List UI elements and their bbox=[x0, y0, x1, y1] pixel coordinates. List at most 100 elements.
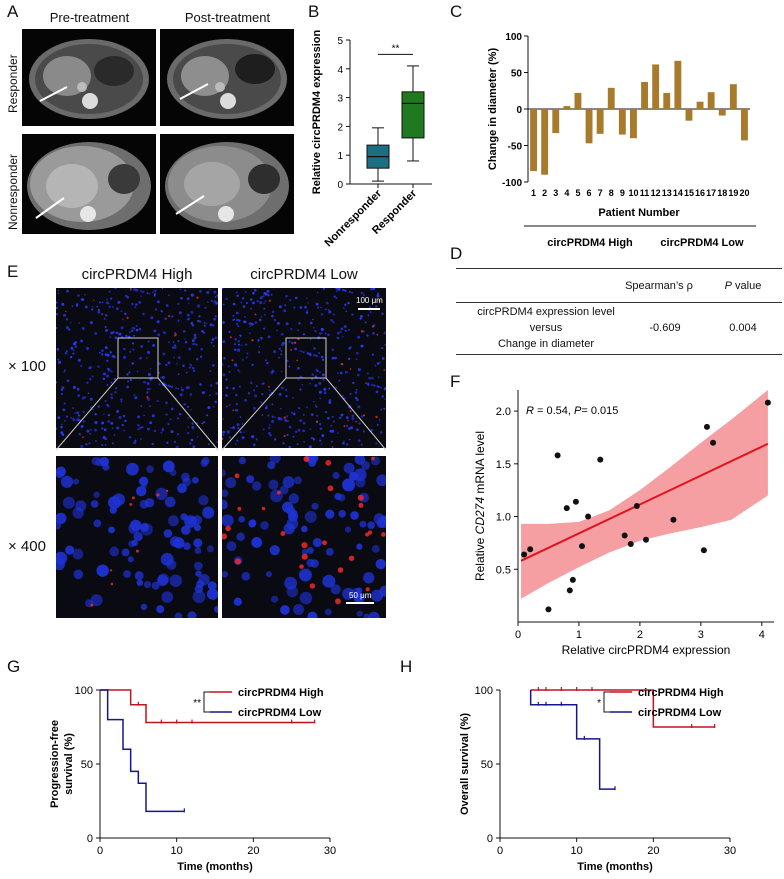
nucleus-dot bbox=[177, 483, 187, 494]
nucleus-dot bbox=[83, 293, 86, 296]
nucleus-dot bbox=[206, 545, 215, 553]
nucleus-dot bbox=[222, 363, 224, 366]
nucleus-dot bbox=[102, 435, 106, 439]
nucleus-dot bbox=[178, 311, 182, 315]
nucleus-dot bbox=[331, 356, 335, 360]
nucleus-dot bbox=[167, 515, 179, 527]
nucleus-dot bbox=[182, 364, 185, 368]
nucleus-dot bbox=[362, 430, 365, 433]
nucleus-dot bbox=[354, 396, 358, 400]
nucleus-dot bbox=[238, 370, 241, 373]
nucleus-dot bbox=[299, 591, 313, 605]
nucleus-dot bbox=[372, 288, 376, 290]
nucleus-dot bbox=[371, 353, 375, 356]
nucleus-dot bbox=[381, 395, 385, 398]
nucleus-dot bbox=[90, 500, 99, 508]
nucleus-dot bbox=[375, 305, 378, 308]
nucleus-dot bbox=[166, 559, 177, 570]
nucleus-dot bbox=[244, 315, 246, 318]
nucleus-dot bbox=[309, 321, 313, 325]
nucleus-dot bbox=[154, 289, 157, 292]
nucleus-dot bbox=[252, 443, 256, 447]
nucleus-dot bbox=[212, 364, 215, 367]
nucleus-dot bbox=[198, 315, 201, 318]
nucleus-dot bbox=[90, 594, 103, 607]
nucleus-dot bbox=[339, 330, 342, 333]
nucleus-dot bbox=[332, 471, 340, 480]
nucleus-dot bbox=[337, 432, 339, 434]
nucleus-dot bbox=[357, 373, 360, 377]
nucleus-dot bbox=[342, 478, 356, 492]
nucleus-dot bbox=[344, 289, 347, 292]
nucleus-dot bbox=[72, 507, 84, 519]
nucleus-dot bbox=[193, 524, 201, 532]
regression-line bbox=[520, 442, 769, 562]
nucleus-dot bbox=[353, 591, 364, 602]
nucleus-dot bbox=[254, 394, 258, 398]
nucleus-dot bbox=[216, 441, 218, 443]
bar bbox=[530, 109, 537, 172]
nucleus-dot bbox=[249, 381, 253, 385]
nucleus-dot bbox=[236, 294, 240, 298]
nucleus-dot bbox=[356, 610, 363, 617]
nucleus-dot bbox=[172, 341, 175, 343]
nucleus-dot bbox=[368, 376, 372, 380]
nucleus-dot bbox=[301, 548, 308, 556]
nucleus-dot bbox=[185, 371, 188, 374]
nucleus-dot bbox=[156, 605, 165, 614]
y-tick-label: 4 bbox=[337, 65, 343, 76]
nucleus-dot bbox=[313, 326, 315, 329]
nucleus-dot bbox=[324, 332, 327, 335]
red-signal-dot bbox=[365, 587, 370, 592]
nucleus-dot bbox=[202, 506, 215, 519]
bar bbox=[741, 109, 748, 141]
y-tick-label: 2.0 bbox=[496, 406, 511, 418]
red-signal-dot bbox=[231, 359, 234, 362]
nucleus-dot bbox=[300, 350, 303, 353]
red-signal-dot bbox=[301, 553, 308, 560]
nucleus-dot bbox=[316, 291, 319, 294]
nucleus-dot bbox=[267, 461, 276, 470]
ct-image-responder-post bbox=[160, 29, 294, 126]
nucleus-dot bbox=[339, 371, 343, 375]
nucleus-dot bbox=[286, 433, 289, 436]
bar bbox=[729, 84, 737, 109]
nucleus-dot bbox=[338, 509, 346, 518]
nucleus-dot bbox=[216, 294, 218, 297]
x-tick-label: 3 bbox=[553, 188, 558, 198]
nucleus-dot bbox=[248, 322, 252, 326]
nucleus-dot bbox=[261, 413, 264, 416]
nucleus-dot bbox=[92, 408, 94, 411]
nucleus-dot bbox=[154, 308, 158, 311]
red-signal-dot bbox=[347, 419, 349, 422]
nucleus-dot bbox=[56, 551, 68, 565]
nucleus-dot bbox=[182, 477, 192, 487]
nucleus-dot bbox=[65, 326, 69, 330]
boxplot-chart: 0 1 2 3 4 5 Relative circPRDM4 expressionNonre… bbox=[311, 29, 432, 249]
nucleus-dot bbox=[207, 301, 209, 303]
nucleus-dot bbox=[58, 360, 62, 364]
nucleus-dot bbox=[126, 462, 139, 476]
nucleus-dot bbox=[182, 329, 186, 333]
nucleus-dot bbox=[330, 318, 333, 322]
nucleus-dot bbox=[77, 358, 81, 362]
nucleus-dot bbox=[82, 420, 86, 423]
nucleus-dot bbox=[268, 432, 271, 435]
nucleus-dot bbox=[56, 306, 58, 310]
nucleus-dot bbox=[293, 306, 296, 309]
nucleus-dot bbox=[72, 417, 75, 420]
x-tick-label: 10 bbox=[628, 188, 638, 198]
nucleus-dot bbox=[285, 388, 288, 392]
nucleus-dot bbox=[279, 485, 289, 495]
nucleus-dot bbox=[207, 581, 217, 591]
nucleus-dot bbox=[190, 322, 194, 325]
nucleus-dot bbox=[253, 288, 257, 292]
fluorescence-image-high-x100 bbox=[56, 288, 218, 448]
nucleus-dot bbox=[377, 376, 380, 379]
nucleus-dot bbox=[147, 397, 151, 401]
y-tick-label: 0 bbox=[337, 180, 343, 191]
panel-letter-a: A bbox=[7, 2, 19, 21]
nucleus-dot bbox=[336, 336, 340, 340]
nucleus-dot bbox=[72, 349, 75, 352]
nucleus-dot bbox=[192, 369, 196, 373]
